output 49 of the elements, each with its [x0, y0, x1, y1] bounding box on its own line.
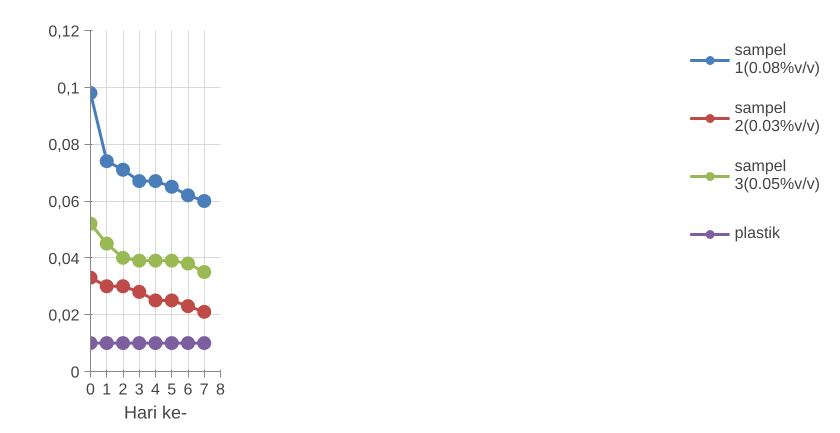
point: [197, 265, 212, 280]
point: [181, 299, 195, 314]
x-tick-label: 3: [134, 382, 144, 398]
x-tick-label: 6: [184, 382, 193, 398]
point: [132, 254, 146, 268]
legend-label: sampel 1(0.08%v/v): [734, 41, 820, 79]
x-tick-label: 0: [86, 382, 96, 398]
y-tick-label: 0,08: [48, 137, 80, 154]
y-tick-label: 0,06: [48, 194, 80, 211]
point: [197, 304, 212, 319]
point: [148, 254, 162, 268]
x-tick-label: 1: [102, 382, 112, 398]
point: [164, 336, 179, 350]
point: [197, 194, 212, 208]
y-tick-label: 0,04: [48, 250, 80, 268]
point: [148, 293, 162, 308]
point: [148, 174, 162, 188]
legend-label: plastik: [734, 224, 780, 244]
y-tick-label: 0: [70, 364, 80, 382]
legend-label: sampel 3(0.05%v/v): [734, 157, 820, 195]
point: [132, 174, 146, 188]
x-tick-label: 7: [200, 382, 209, 398]
point: [181, 256, 195, 271]
point: [116, 162, 130, 177]
point: [100, 279, 114, 294]
point: [197, 336, 212, 350]
point: [181, 336, 195, 350]
x-tick-label: 8: [216, 382, 226, 398]
point: [100, 154, 114, 168]
legend-label: sampel 2(0.03%v/v): [734, 99, 820, 137]
point: [116, 336, 130, 350]
point: [116, 279, 130, 294]
y-tick-label: 0,1: [57, 80, 80, 98]
x-tick-label: 4: [151, 382, 160, 398]
y-tick-label: 0,12: [48, 24, 80, 40]
point: [132, 336, 146, 350]
point: [132, 284, 146, 299]
x-tick-label: 5: [167, 382, 176, 398]
point: [148, 336, 162, 350]
point: [116, 250, 130, 265]
x-tick-label: 2: [118, 382, 128, 398]
x-axis-title: Hari ke-: [124, 402, 188, 422]
point: [100, 236, 114, 251]
point: [164, 293, 179, 308]
point: [181, 188, 195, 202]
y-tick-label: 0,02: [48, 308, 80, 325]
point: [164, 254, 179, 268]
point: [100, 336, 114, 350]
point: [164, 180, 179, 194]
